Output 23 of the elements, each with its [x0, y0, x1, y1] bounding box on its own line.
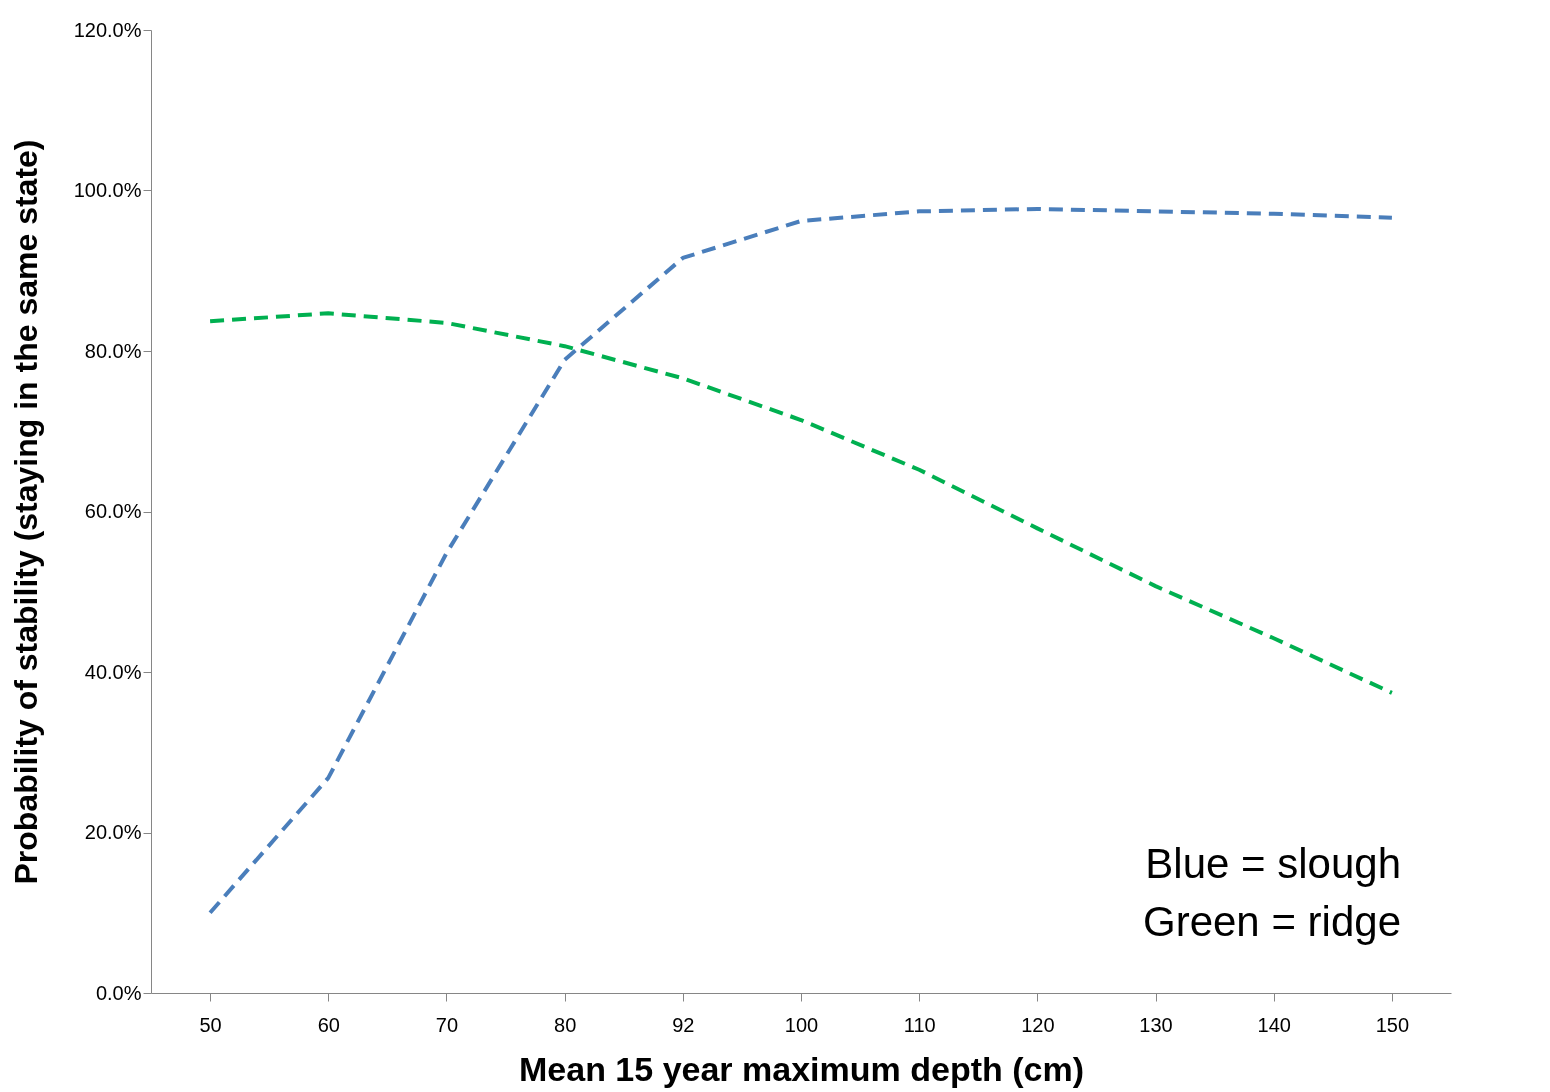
x-tick-label: 92 — [672, 1013, 695, 1036]
x-tick-label: 130 — [1139, 1013, 1173, 1036]
y-tick-label: 0.0% — [95, 981, 142, 1004]
x-tick-label: 150 — [1375, 1013, 1410, 1036]
annotation: Blue = slough — [1145, 840, 1401, 887]
x-tick-label: 100 — [784, 1013, 819, 1036]
x-tick-label: 70 — [435, 1013, 459, 1036]
line-series — [208, 311, 1394, 695]
y-axis-title: Probability of stability (staying in the same state) — [7, 139, 44, 885]
x-tick-label: 140 — [1257, 1013, 1291, 1036]
x-tick-label: 120 — [1021, 1013, 1055, 1036]
x-tick-label: 110 — [903, 1013, 936, 1036]
annotation: Green = ridge — [1143, 898, 1401, 945]
y-tick-label: 120.0% — [73, 18, 142, 41]
x-tick-label: 80 — [554, 1013, 577, 1036]
y-tick-label: 60.0% — [84, 500, 142, 522]
y-tick-label: 40.0% — [84, 660, 142, 683]
x-tick-label: 60 — [317, 1013, 340, 1036]
x-tick-label: 50 — [199, 1013, 222, 1036]
y-tick-label: 100.0% — [73, 179, 142, 201]
x-axis-title: Mean 15 year maximum depth (cm) — [519, 1049, 1084, 1088]
y-tick-label: 20.0% — [84, 821, 142, 843]
y-tick-label: 80.0% — [84, 339, 142, 362]
